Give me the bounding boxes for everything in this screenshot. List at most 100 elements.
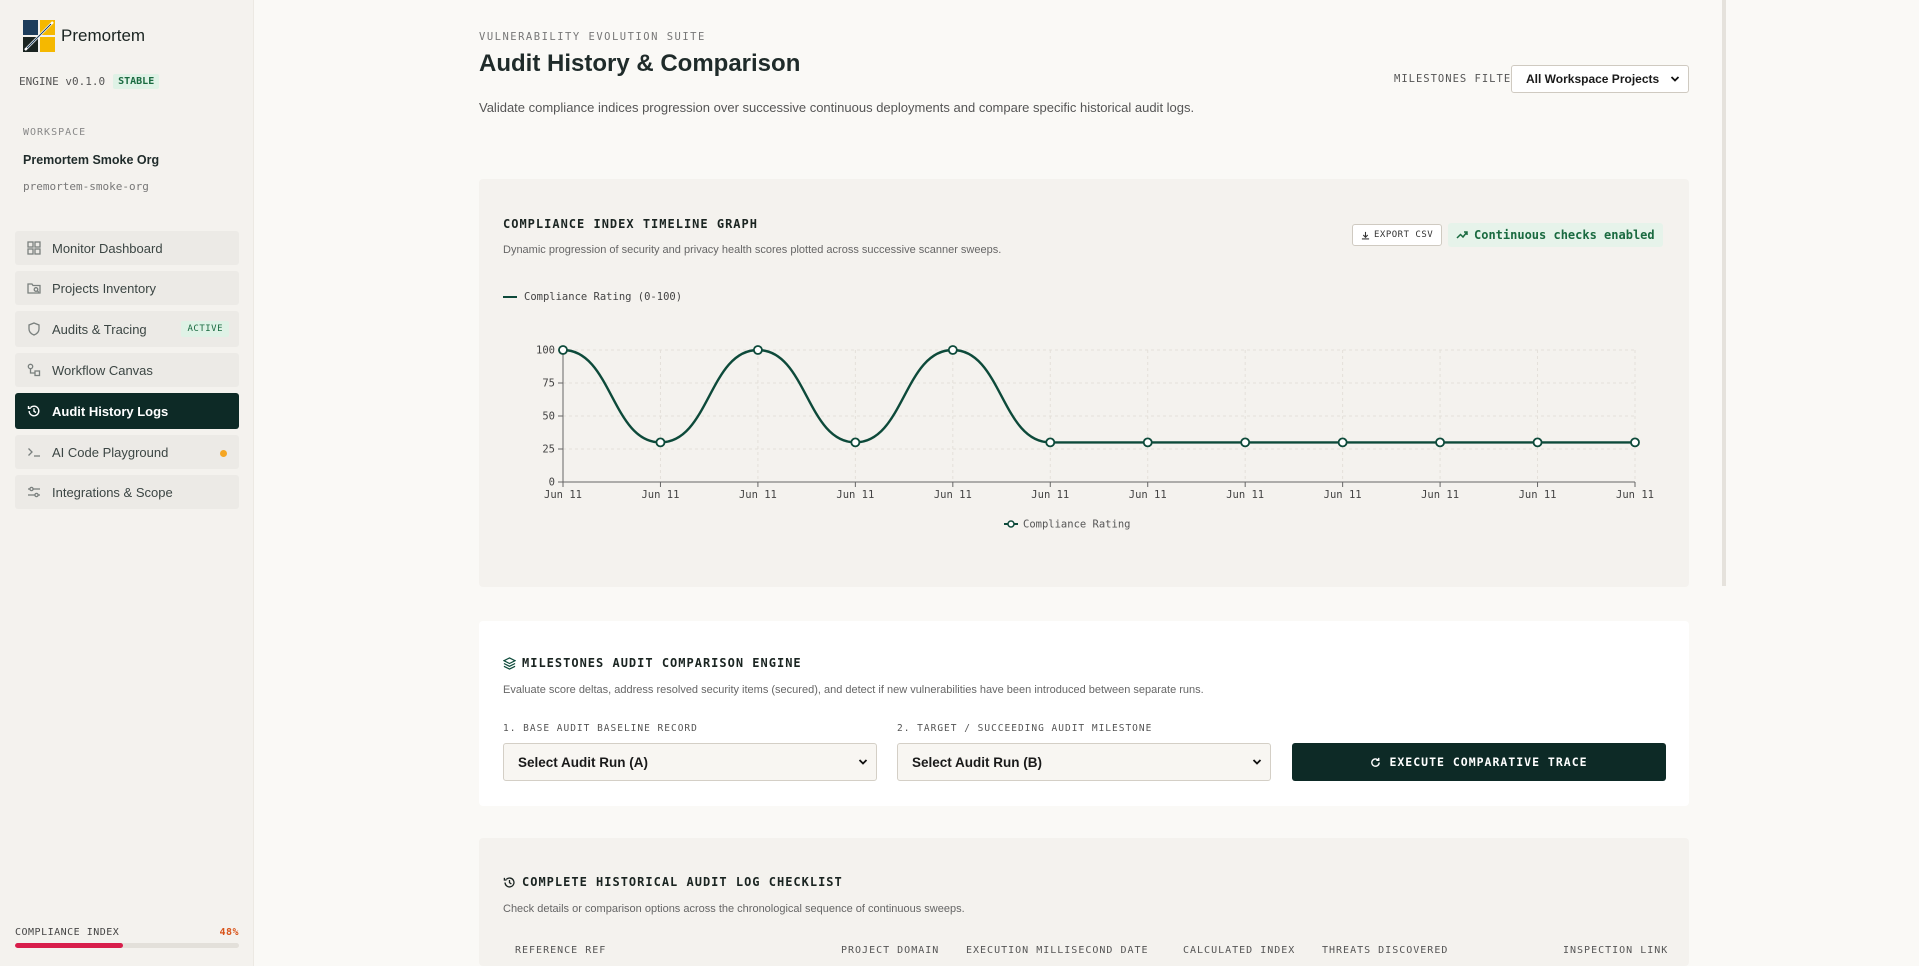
x-tick-label: Jun 11	[1421, 489, 1459, 501]
refresh-icon	[1371, 757, 1381, 767]
data-point[interactable]	[947, 345, 958, 355]
continuous-checks-label: Continuous checks enabled	[1474, 228, 1655, 242]
sidebar-item-monitor-dashboard[interactable]: Monitor Dashboard	[15, 231, 239, 265]
chevron-down-icon	[858, 759, 868, 765]
x-tick-label: Jun 11	[544, 489, 582, 501]
engine-version: ENGINE v0.1.0 STABLE	[19, 74, 160, 89]
compliance-line-chart: Compliance Rating (0-100) 0 25 50 75 100 Jun …	[503, 291, 1654, 531]
sidebar-item-audits-tracing[interactable]: Audits & Tracing ACTIVE	[15, 311, 239, 347]
layers-icon	[503, 656, 516, 670]
sidebar-item-label: AI Code Playground	[52, 444, 169, 460]
timeline-title: COMPLIANCE INDEX TIMELINE GRAPH	[503, 217, 758, 231]
data-point[interactable]	[1532, 437, 1543, 448]
chevron-down-icon	[1670, 76, 1680, 82]
scrollbar-track[interactable]	[1722, 0, 1726, 586]
series-line	[562, 348, 1635, 444]
workspace-label: WORKSPACE	[23, 127, 87, 138]
data-point[interactable]	[753, 345, 763, 355]
export-csv-label: EXPORT CSV	[1374, 230, 1434, 240]
compliance-index-meter: COMPLIANCE INDEX 48%	[15, 927, 239, 948]
execute-comparative-trace-button[interactable]: EXECUTE COMPARATIVE TRACE	[1292, 743, 1666, 781]
y-tick-label: 0	[549, 477, 555, 489]
x-tick-label: Jun 11	[836, 489, 874, 501]
x-tick-label: Jun 11	[1226, 489, 1264, 501]
data-point[interactable]	[1240, 437, 1251, 448]
checklist-description: Check details or comparison options acro…	[503, 903, 965, 915]
compliance-progress-bar	[15, 943, 239, 948]
target-audit-value: Select Audit Run (B)	[912, 754, 1042, 770]
sidebar-item-ai-code-playground[interactable]: AI Code Playground	[15, 435, 239, 469]
workspace-name: Premortem Smoke Org	[23, 153, 160, 167]
sidebar-item-integrations-scope[interactable]: Integrations & Scope	[15, 475, 239, 509]
data-point[interactable]	[558, 345, 568, 355]
data-point[interactable]	[850, 437, 861, 448]
milestones-filter-value: All Workspace Projects	[1526, 72, 1660, 86]
chart-legend-bottom: Compliance Rating	[1004, 519, 1130, 531]
page-title: Audit History & Comparison	[479, 50, 801, 77]
comparison-description: Evaluate score deltas, address resolved …	[503, 684, 1204, 696]
sidebar-nav: Monitor Dashboard Projects Inventory Aud…	[15, 231, 239, 515]
execute-label: EXECUTE COMPARATIVE TRACE	[1389, 755, 1588, 769]
trending-up-icon	[1456, 231, 1468, 239]
continuous-checks-badge: Continuous checks enabled	[1448, 223, 1663, 247]
x-tick-label: Jun 11	[1129, 489, 1167, 501]
data-point[interactable]	[655, 437, 666, 448]
export-csv-button[interactable]: EXPORT CSV	[1352, 224, 1443, 246]
data-point[interactable]	[1630, 437, 1640, 448]
sidebar-item-label: Audit History Logs	[52, 403, 169, 419]
milestones-filter-label: MILESTONES FILTER:	[1394, 73, 1526, 85]
x-tick-label: Jun 11	[1616, 489, 1654, 501]
notification-dot	[220, 450, 227, 457]
data-point[interactable]	[1045, 437, 1056, 448]
grid-icon	[27, 241, 41, 255]
compliance-progress-fill	[15, 943, 123, 948]
chevron-down-icon	[1252, 759, 1262, 765]
shield-icon	[27, 322, 41, 336]
checklist-title: COMPLETE HISTORICAL AUDIT LOG CHECKLIST	[503, 875, 843, 889]
x-tick-label: Jun 11	[1519, 489, 1557, 501]
sidebar-item-label: Monitor Dashboard	[52, 240, 163, 256]
history-icon	[503, 876, 515, 888]
engine-label: ENGINE v0.1.0	[19, 75, 106, 88]
workflow-icon	[27, 363, 41, 377]
column-header[interactable]: INSPECTION LINK	[1563, 945, 1669, 956]
workspace-slug: premortem-smoke-org	[23, 180, 149, 193]
target-audit-label: 2. TARGET / SUCCEEDING AUDIT MILESTONE	[897, 723, 1153, 734]
sidebar-item-audit-history-logs[interactable]: Audit History Logs	[15, 393, 239, 429]
page-subtitle: Validate compliance indices progression …	[479, 100, 1195, 115]
sidebar: Premortem ENGINE v0.1.0 STABLE WORKSPACE…	[0, 0, 254, 966]
target-audit-select[interactable]: Select Audit Run (B)	[897, 743, 1271, 781]
x-tick-label: Jun 11	[1324, 489, 1362, 501]
sidebar-item-workflow-canvas[interactable]: Workflow Canvas	[15, 353, 239, 387]
data-point[interactable]	[1337, 437, 1348, 448]
column-header[interactable]: PROJECT DOMAIN	[841, 945, 940, 956]
history-icon	[27, 404, 41, 418]
download-icon	[1361, 231, 1370, 239]
column-header[interactable]: CALCULATED INDEX	[1183, 945, 1296, 956]
base-audit-select[interactable]: Select Audit Run (A)	[503, 743, 877, 781]
sidebar-item-label: Workflow Canvas	[52, 362, 153, 378]
sidebar-item-label: Projects Inventory	[52, 280, 157, 296]
milestones-filter-select[interactable]: All Workspace Projects	[1511, 65, 1689, 93]
comparison-card: MILESTONES AUDIT COMPARISON ENGINE Evalu…	[479, 621, 1689, 806]
legend-top-label: Compliance Rating (0-100)	[524, 291, 682, 303]
page-eyebrow: VULNERABILITY EVOLUTION SUITE	[479, 31, 706, 43]
sidebar-item-projects-inventory[interactable]: Projects Inventory	[15, 271, 239, 305]
data-point[interactable]	[1435, 437, 1445, 448]
x-tick-label: Jun 11	[1031, 489, 1069, 501]
y-tick-label: 75	[542, 378, 555, 390]
compliance-index-value: 48%	[219, 927, 239, 938]
compliance-index-label: COMPLIANCE INDEX	[15, 927, 120, 938]
sidebar-item-label: Audits & Tracing	[52, 321, 147, 337]
x-tick-label: Jun 11	[739, 489, 777, 501]
chart-legend-top: Compliance Rating (0-100)	[503, 291, 682, 303]
y-tick-label: 100	[536, 345, 555, 357]
timeline-description: Dynamic progression of security and priv…	[503, 244, 1002, 256]
column-header[interactable]: THREATS DISCOVERED	[1322, 945, 1449, 956]
data-point[interactable]	[1142, 437, 1153, 448]
brand-logo[interactable]: Premortem	[23, 20, 145, 52]
column-header[interactable]: REFERENCE REF	[515, 945, 607, 956]
x-tick-label: Jun 11	[934, 489, 972, 501]
column-header[interactable]: EXECUTION MILLISECOND DATE	[966, 945, 1149, 956]
brand-name: Premortem	[61, 26, 146, 45]
